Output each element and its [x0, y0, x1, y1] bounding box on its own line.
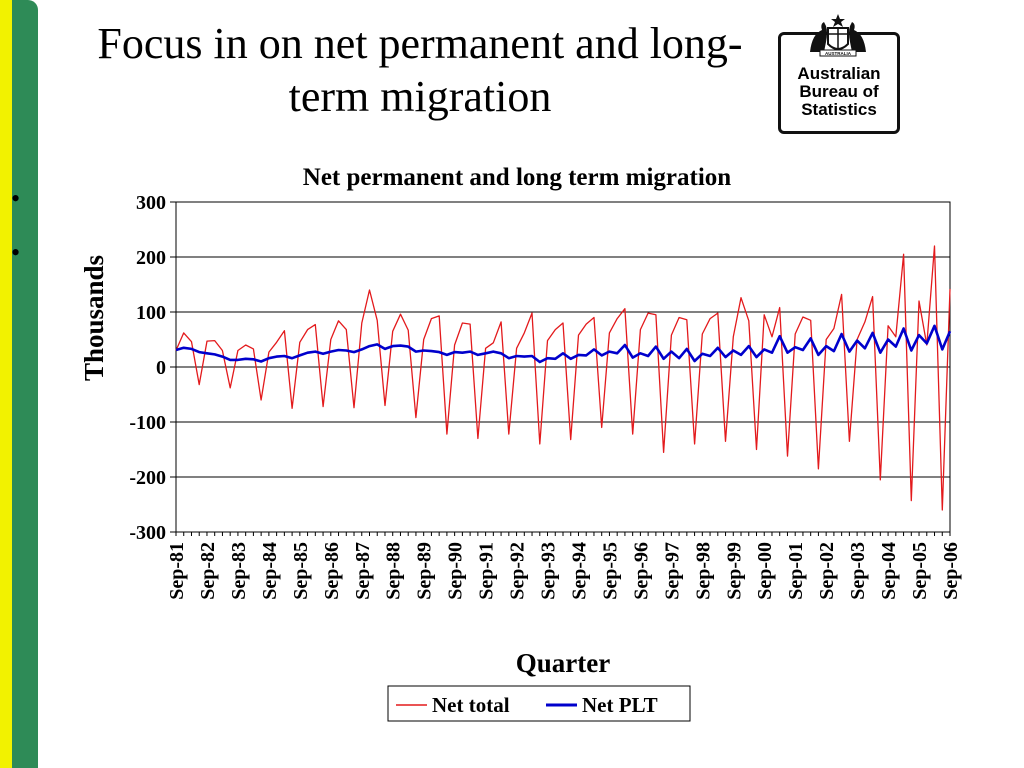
legend-label-net-total: Net total: [432, 693, 510, 717]
x-tick-label: Sep-90: [445, 542, 467, 600]
x-tick-label: Sep-82: [197, 542, 219, 600]
bullet-point: •: [11, 184, 21, 213]
y-tick-label: 0: [156, 357, 166, 379]
x-tick-label: Sep-97: [661, 542, 683, 600]
x-tick-label: Sep-89: [414, 542, 436, 600]
x-tick-label: Sep-96: [630, 542, 652, 600]
slide-title: Focus in on net permanent and long-term …: [97, 19, 743, 121]
legend-label-net-plt: Net PLT: [582, 693, 658, 717]
y-tick-label: 100: [136, 302, 166, 324]
x-tick-label: Sep-88: [383, 542, 405, 600]
x-axis-ticks: Sep-81 Sep-82 Sep-83 Sep-84 Sep-85 Sep-86 Sep-…: [166, 532, 962, 600]
x-tick-label: Sep-85: [290, 542, 312, 600]
grid-lines: [176, 201, 950, 533]
x-tick-label: Sep-86: [321, 542, 343, 600]
x-tick-label: Sep-81: [166, 542, 188, 600]
x-tick-label: Sep-03: [847, 542, 869, 600]
series-lines: [175, 245, 952, 511]
y-tick-label: 200: [136, 247, 166, 269]
legend-box: [387, 685, 691, 722]
x-tick-label: Sep-95: [599, 542, 621, 600]
bullet-point: •: [11, 238, 21, 267]
crest-banner-text: AUSTRALIA: [825, 51, 852, 56]
y-axis-ticks: 300 200 100 0 -100 -200 -300: [129, 192, 176, 544]
x-tick-label: Sep-94: [568, 542, 590, 600]
x-tick-label: Sep-06: [940, 542, 962, 600]
x-tick-label: Sep-84: [259, 542, 281, 600]
x-tick-label: Sep-91: [476, 542, 498, 600]
y-tick-label: -300: [129, 522, 166, 544]
x-tick-label: Sep-02: [816, 542, 838, 600]
y-axis-label: Thousands: [79, 255, 109, 381]
series-line-net-plt: [175, 324, 952, 364]
logo-text: Australian Bureau of Statistics: [797, 64, 881, 119]
x-tick-label: Sep-05: [909, 542, 931, 600]
x-tick-label: Sep-87: [352, 542, 374, 600]
x-tick-label: Sep-92: [507, 542, 529, 600]
series-line-net-total: [175, 245, 951, 511]
x-axis-label: Quarter: [516, 648, 610, 678]
x-tick-label: Sep-01: [785, 542, 807, 600]
x-tick-label: Sep-98: [692, 542, 714, 600]
chart-legend: Net total Net PLT: [387, 685, 691, 722]
y-tick-label: 300: [136, 192, 166, 214]
sidebar-green-stripe: [12, 0, 38, 768]
sidebar-yellow-stripe: [0, 0, 12, 768]
x-tick-label: Sep-00: [754, 542, 776, 600]
x-tick-label: Sep-83: [228, 542, 250, 600]
chart-title: Net permanent and long term migration: [303, 164, 732, 191]
y-tick-label: -100: [129, 412, 166, 434]
x-tick-label: Sep-99: [723, 542, 745, 600]
coat-of-arms-icon: AUSTRALIA: [810, 14, 866, 57]
y-tick-label: -200: [129, 467, 166, 489]
x-tick-label: Sep-04: [878, 542, 900, 600]
x-tick-label: Sep-93: [538, 542, 560, 600]
